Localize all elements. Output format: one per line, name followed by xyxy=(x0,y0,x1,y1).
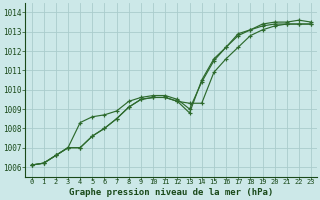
X-axis label: Graphe pression niveau de la mer (hPa): Graphe pression niveau de la mer (hPa) xyxy=(69,188,274,197)
